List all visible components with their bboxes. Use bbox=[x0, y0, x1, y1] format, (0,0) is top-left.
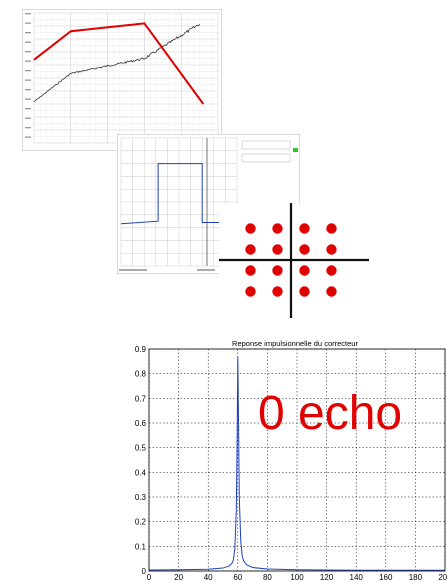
y-tick-label bbox=[25, 70, 31, 72]
footer-readout bbox=[197, 269, 215, 271]
x-tick-label: 40 bbox=[204, 573, 213, 582]
y-tick-label bbox=[25, 117, 31, 119]
y-tick-label: 0.5 bbox=[135, 444, 147, 453]
constellation-point bbox=[326, 223, 337, 234]
x-tick-labels: 0 20 40 60 80 100 120 140 160 180 200 bbox=[147, 573, 447, 582]
impulse-series-line bbox=[148, 356, 445, 571]
plot1-grid bbox=[25, 12, 219, 144]
constellation-point bbox=[245, 286, 256, 297]
x-tick-label: 180 bbox=[409, 573, 423, 582]
readout-box bbox=[241, 140, 291, 150]
y-tick-label: 0.8 bbox=[135, 370, 147, 379]
constellation-point bbox=[272, 244, 283, 255]
constellation-point bbox=[272, 223, 283, 234]
y-tick-label: 0.2 bbox=[135, 518, 147, 527]
y-tick-label: 0.9 bbox=[135, 345, 147, 354]
constellation-point bbox=[245, 265, 256, 276]
plot2-grid bbox=[119, 137, 238, 271]
marker-badge bbox=[293, 148, 298, 152]
chart-title: Reponse impulsionnelle du correcteur bbox=[232, 339, 358, 348]
constellation-point bbox=[272, 286, 283, 297]
y-tick-label bbox=[25, 60, 31, 62]
y-tick-label bbox=[25, 127, 31, 129]
x-tick-label: 20 bbox=[174, 573, 183, 582]
constellation-point bbox=[326, 244, 337, 255]
y-tick-label bbox=[25, 79, 31, 81]
y-tick-label bbox=[25, 108, 31, 110]
y-tick-label bbox=[25, 32, 31, 34]
constellation-points bbox=[245, 223, 337, 297]
y-tick-labels: 0 0.1 0.2 0.3 0.4 0.5 0.6 0.7 0.8 0.9 bbox=[135, 345, 147, 576]
constellation-diagram bbox=[219, 203, 369, 318]
x-tick-label: 100 bbox=[290, 573, 304, 582]
y-tick-label: 0 bbox=[142, 567, 147, 576]
y-tick-label bbox=[25, 98, 31, 100]
x-tick-label: 60 bbox=[233, 573, 242, 582]
y-tick-label: 0.3 bbox=[135, 493, 147, 502]
y-tick-label bbox=[25, 22, 31, 24]
constellation-point bbox=[299, 286, 310, 297]
y-tick-label bbox=[25, 51, 31, 53]
constellation-point bbox=[245, 223, 256, 234]
y-tick-label: 0.6 bbox=[135, 419, 147, 428]
y-tick-label: 0.7 bbox=[135, 394, 147, 403]
y-tick-label bbox=[25, 41, 31, 43]
constellation-point bbox=[272, 265, 283, 276]
constellation-point bbox=[299, 244, 310, 255]
y-tick-label bbox=[25, 136, 31, 138]
step-trace bbox=[120, 163, 237, 225]
constellation-point bbox=[326, 286, 337, 297]
y-tick-label: 0.1 bbox=[135, 542, 147, 551]
echo-overlay-label: 0 echo bbox=[258, 387, 403, 440]
x-tick-label: 120 bbox=[320, 573, 334, 582]
constellation-point bbox=[326, 265, 337, 276]
constellation-point bbox=[299, 223, 310, 234]
x-tick-label: 0 bbox=[147, 573, 152, 582]
y-tick-label: 0.4 bbox=[135, 468, 147, 477]
x-tick-label: 200 bbox=[438, 573, 447, 582]
footer-readout bbox=[119, 269, 147, 271]
y-tick-label bbox=[25, 89, 31, 91]
constellation-point bbox=[299, 265, 310, 276]
readout-box bbox=[241, 153, 291, 163]
impulse-grid bbox=[148, 348, 446, 572]
asymptote-line bbox=[33, 22, 205, 105]
frequency-response-plot bbox=[22, 9, 222, 151]
impulse-response-plot: Reponse impulsionnelle du correcteur 0 0.… bbox=[135, 339, 447, 582]
constellation-point bbox=[245, 244, 256, 255]
x-tick-label: 160 bbox=[379, 573, 393, 582]
x-tick-label: 140 bbox=[350, 573, 364, 582]
plot-frame bbox=[148, 348, 446, 572]
measured-response-trace bbox=[33, 23, 200, 103]
x-tick-label: 80 bbox=[263, 573, 272, 582]
y-tick-label bbox=[25, 13, 31, 15]
